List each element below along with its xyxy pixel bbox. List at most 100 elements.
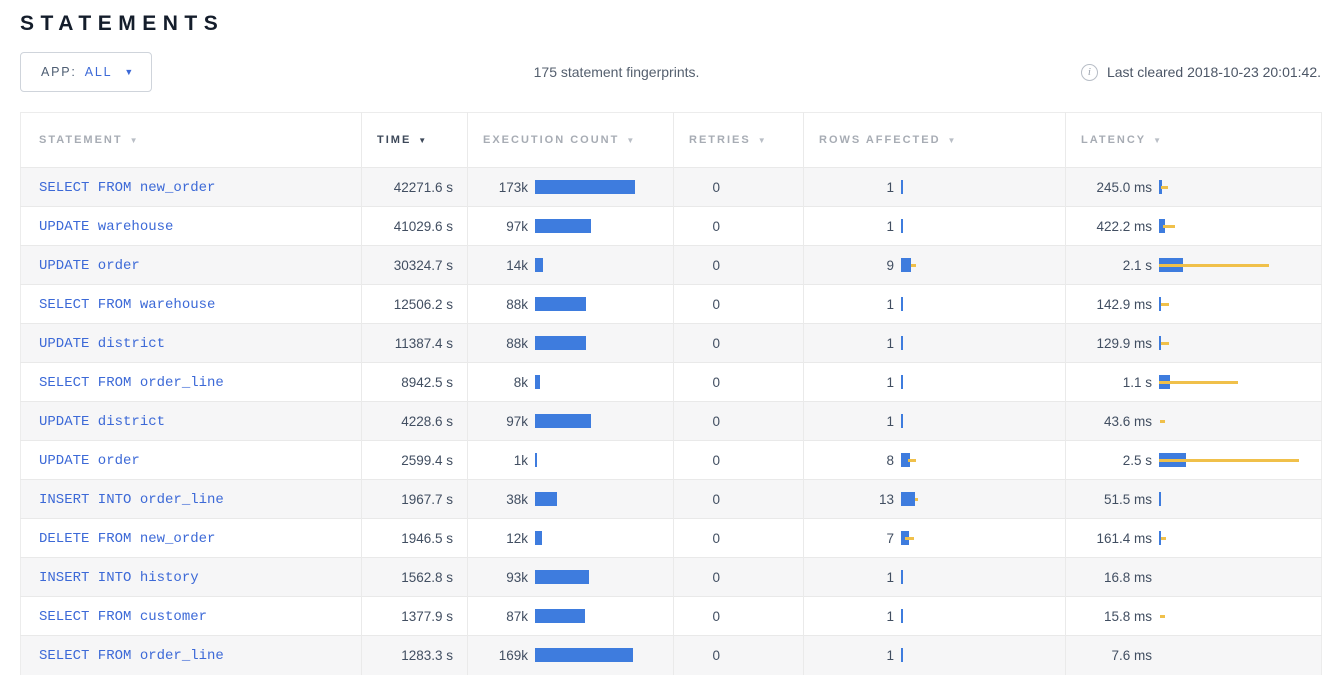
rows-affected-value: 1 [886, 608, 894, 624]
latency-bar-stddev [1161, 185, 1168, 189]
rows-affected-bar [901, 257, 1064, 273]
execution-count-bar-mean [535, 180, 635, 194]
statement-link[interactable]: UPDATE order [39, 257, 140, 274]
statement-link[interactable]: SELECT FROM new_order [39, 179, 216, 196]
sort-arrow-icon: ▼ [947, 136, 958, 145]
retries-bar [727, 179, 802, 195]
latency-cell: 15.8 ms [1065, 596, 1322, 636]
time-value: 30324.7 s [361, 245, 468, 285]
app-filter-value: ALL [84, 65, 113, 79]
retries-value: 0 [712, 491, 720, 507]
retries-cell: 0 [673, 362, 804, 402]
statement-cell: SELECT FROM new_order [20, 167, 362, 207]
statement-link[interactable]: SELECT FROM warehouse [39, 296, 216, 313]
execution-count-cell: 14k [467, 245, 674, 285]
column-header-rows-affected[interactable]: ROWS AFFECTED ▼ [803, 112, 1066, 168]
latency-bar [1159, 452, 1320, 468]
statement-cell: SELECT FROM customer [20, 596, 362, 636]
rows-affected-bar [901, 452, 1064, 468]
table-row: INSERT INTO history 1562.8 s 93k 0 1 16.8 ms [20, 557, 1322, 597]
latency-value: 16.8 ms [1103, 569, 1152, 585]
latency-bar-mean [1159, 219, 1165, 233]
table-body: SELECT FROM new_order 42271.6 s 173k 0 1 245.… [20, 167, 1322, 675]
statement-link[interactable]: INSERT INTO order_line [39, 491, 224, 508]
statement-link[interactable]: UPDATE warehouse [39, 218, 174, 235]
rows-affected-value: 1 [886, 413, 894, 429]
latency-value: 51.5 ms [1103, 491, 1152, 507]
statement-link[interactable]: DELETE FROM new_order [39, 530, 216, 547]
time-value: 1562.8 s [361, 557, 468, 597]
time-value: 12506.2 s [361, 284, 468, 324]
statement-link[interactable]: UPDATE district [39, 413, 166, 430]
execution-count-bar-mean [535, 492, 557, 506]
retries-cell: 0 [673, 245, 804, 285]
retries-cell: 0 [673, 401, 804, 441]
table-row: SELECT FROM order_line 8942.5 s 8k 0 1 1.1 s [20, 362, 1322, 402]
latency-value: 7.6 ms [1111, 647, 1152, 663]
column-header-execution-count[interactable]: EXECUTION COUNT ▼ [467, 112, 674, 168]
table-row: SELECT FROM customer 1377.9 s 87k 0 1 15.8 ms [20, 596, 1322, 636]
rows-affected-value: 1 [886, 647, 894, 663]
rows-affected-bar-mean [901, 180, 903, 194]
execution-count-bar [535, 413, 672, 429]
column-header-time[interactable]: TIME ▼ [361, 112, 468, 168]
latency-bar [1159, 218, 1320, 234]
execution-count-bar-mean [535, 336, 586, 350]
latency-bar-stddev [1159, 263, 1269, 267]
execution-count-value: 87k [506, 608, 528, 624]
execution-count-bar [535, 257, 672, 273]
statement-link[interactable]: SELECT FROM order_line [39, 374, 224, 391]
retries-value: 0 [712, 452, 720, 468]
page-title: STATEMENTS [20, 12, 225, 35]
latency-value: 422.2 ms [1096, 218, 1152, 234]
execution-count-value: 169k [498, 647, 528, 663]
table-row: SELECT FROM new_order 42271.6 s 173k 0 1 245.… [20, 167, 1322, 207]
rows-affected-bar-mean [901, 648, 903, 663]
latency-bar [1159, 647, 1320, 663]
rows-affected-bar-mean [901, 492, 915, 506]
latency-bar-stddev [1159, 458, 1299, 462]
statement-link[interactable]: INSERT INTO history [39, 569, 199, 586]
rows-affected-bar-stddev [911, 263, 916, 267]
execution-count-cell: 97k [467, 206, 674, 246]
statement-link[interactable]: SELECT FROM order_line [39, 647, 224, 664]
retries-value: 0 [712, 413, 720, 429]
statement-link[interactable]: SELECT FROM customer [39, 608, 208, 625]
rows-affected-bar [901, 530, 1064, 546]
column-header-retries[interactable]: RETRIES ▼ [673, 112, 804, 168]
statement-link[interactable]: UPDATE district [39, 335, 166, 352]
latency-bar [1159, 569, 1320, 585]
statement-cell: UPDATE order [20, 245, 362, 285]
rows-affected-cell: 1 [803, 557, 1066, 597]
execution-count-bar [535, 374, 672, 390]
rows-affected-bar [901, 569, 1064, 585]
chevron-down-icon: ▼ [124, 66, 136, 77]
latency-cell: 43.6 ms [1065, 401, 1322, 441]
rows-affected-value: 1 [886, 296, 894, 312]
time-value: 1283.3 s [361, 635, 468, 675]
column-header-statement[interactable]: STATEMENT ▼ [20, 112, 362, 168]
rows-affected-bar-mean [901, 258, 911, 272]
retries-value: 0 [712, 530, 720, 546]
latency-cell: 2.1 s [1065, 245, 1322, 285]
retries-cell: 0 [673, 167, 804, 207]
app-filter-dropdown[interactable]: APP: ALL ▼ [20, 52, 153, 92]
statement-cell: UPDATE district [20, 401, 362, 441]
info-icon[interactable]: i [1080, 63, 1098, 81]
table-row: UPDATE order 2599.4 s 1k 0 8 2.5 s [20, 440, 1322, 480]
retries-value: 0 [712, 179, 720, 195]
retries-bar [727, 296, 802, 312]
rows-affected-value: 1 [886, 335, 894, 351]
statement-cell: SELECT FROM warehouse [20, 284, 362, 324]
retries-bar [727, 257, 802, 273]
rows-affected-value: 1 [886, 218, 894, 234]
latency-bar [1159, 530, 1320, 546]
execution-count-bar [535, 296, 672, 312]
execution-count-value: 1k [513, 452, 528, 468]
latency-bar-stddev [1161, 341, 1169, 345]
rows-affected-cell: 1 [803, 323, 1066, 363]
execution-count-cell: 12k [467, 518, 674, 558]
latency-bar-stddev [1160, 419, 1165, 423]
statement-link[interactable]: UPDATE order [39, 452, 140, 469]
column-header-latency[interactable]: LATENCY ▼ [1065, 112, 1322, 168]
